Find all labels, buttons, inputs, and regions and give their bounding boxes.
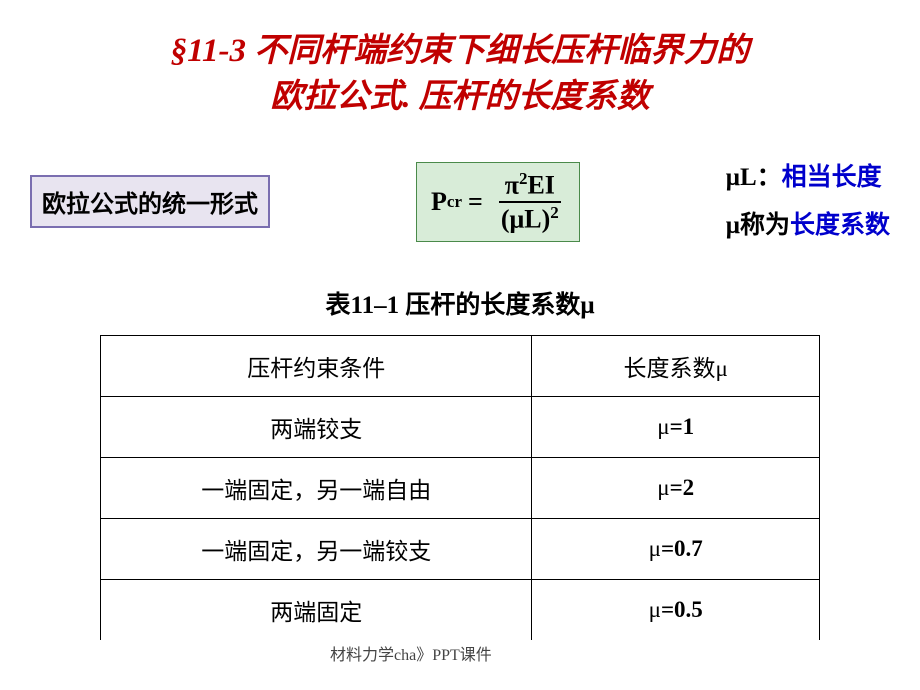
note2-mu: μ (726, 212, 740, 239)
formula-lhs-base: P (431, 187, 447, 217)
table-title-mu: μ (580, 292, 594, 319)
num-rest: EI (527, 171, 554, 200)
mu-sym: μ (649, 536, 661, 561)
mu-val: =0.5 (661, 597, 703, 622)
euler-formula: Pcr = π2EI (μL)2 (416, 162, 580, 241)
note1-mu: μ (726, 164, 740, 191)
col-header-1-mu: μ (716, 356, 728, 381)
table-row: 一端固定，另一端自由 μ=2 (101, 458, 820, 519)
formula-fraction: π2EI (μL)2 (495, 169, 565, 234)
formula-numerator: π2EI (499, 169, 561, 203)
note-line-1: μL：相当长度 (726, 154, 890, 202)
table-header-row: 压杆约束条件 长度系数μ (101, 336, 820, 397)
mu-val: =1 (670, 414, 695, 439)
title-line-1: §11-3 不同杆端约束下细长压杆临界力的 (0, 28, 920, 74)
num-pi: π (505, 171, 519, 200)
cell-mu: μ=2 (532, 458, 820, 519)
note2-blue: 长度系数 (790, 212, 890, 239)
formula-label-box: 欧拉公式的统一形式 (30, 175, 270, 228)
col-header-1-text: 长度系数 (624, 356, 716, 381)
cell-condition: 一端固定，另一端铰支 (101, 519, 532, 580)
cell-mu: μ=0.5 (532, 580, 820, 641)
formula-denominator: (μL)2 (495, 203, 565, 235)
table-title-number: 11–1 (350, 292, 399, 319)
col-header-mu: 长度系数μ (532, 336, 820, 397)
formula-row: 欧拉公式的统一形式 Pcr = π2EI (μL)2 μL：相当长度 μ称为长度… (30, 154, 890, 249)
col-header-condition: 压杆约束条件 (101, 336, 532, 397)
note2-black: 称为 (740, 212, 790, 239)
table-title: 表11–1 压杆的长度系数μ (0, 285, 920, 321)
den-L: L (524, 205, 541, 234)
den-close: ) (542, 205, 551, 234)
cell-condition: 两端固定 (101, 580, 532, 641)
cell-condition: 一端固定，另一端自由 (101, 458, 532, 519)
section-number: §11-3 (171, 33, 246, 69)
note1-L: L： (740, 164, 782, 191)
mu-sym: μ (649, 597, 661, 622)
note-line-2: μ称为长度系数 (726, 202, 890, 250)
table-row: 一端固定，另一端铰支 μ=0.7 (101, 519, 820, 580)
mu-sym: μ (657, 475, 669, 500)
den-open: ( (501, 205, 510, 234)
title-text-1: 不同杆端约束下细长压杆临界力的 (254, 33, 749, 69)
col-header-0-text: 压杆约束条件 (247, 356, 385, 381)
mu-val: =0.7 (661, 536, 703, 561)
mu-val: =2 (670, 475, 695, 500)
table-title-prefix: 表 (325, 292, 350, 319)
formula-lhs-sub: cr (447, 192, 462, 212)
length-factor-table: 压杆约束条件 长度系数μ 两端铰支 μ=1 一端固定，另一端自由 μ=2 一端固… (100, 335, 820, 640)
side-notes: μL：相当长度 μ称为长度系数 (726, 154, 890, 249)
table-row: 两端铰支 μ=1 (101, 397, 820, 458)
table-title-rest: 压杆的长度系数 (399, 292, 580, 319)
mu-sym: μ (657, 414, 669, 439)
den-exp: 2 (550, 203, 559, 222)
table-row: 两端固定 μ=0.5 (101, 580, 820, 641)
cell-condition: 两端铰支 (101, 397, 532, 458)
slide-title: §11-3 不同杆端约束下细长压杆临界力的 欧拉公式. 压杆的长度系数 (0, 0, 920, 120)
note1-blue: 相当长度 (782, 164, 882, 191)
formula-equals: = (468, 187, 483, 217)
den-mu: μ (510, 205, 525, 234)
cell-mu: μ=0.7 (532, 519, 820, 580)
footer-caption: 材料力学cha》PPT课件 (330, 641, 492, 665)
title-line-2: 欧拉公式. 压杆的长度系数 (0, 74, 920, 120)
cell-mu: μ=1 (532, 397, 820, 458)
